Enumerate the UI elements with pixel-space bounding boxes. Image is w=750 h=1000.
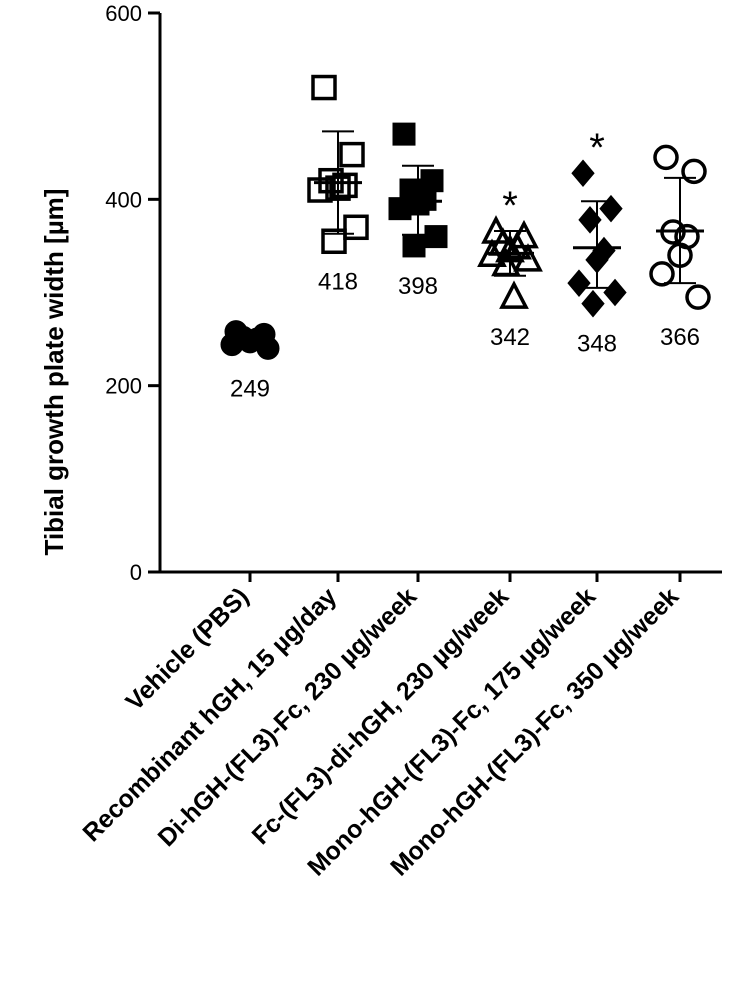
data-point	[332, 172, 358, 199]
data-point	[499, 280, 529, 309]
data-point	[603, 278, 627, 307]
data-point	[307, 177, 333, 203]
data-point	[685, 284, 711, 310]
group-3: 398	[388, 122, 448, 300]
data-point	[571, 159, 595, 188]
y-tick-label: 600	[105, 1, 142, 26]
y-tick-label: 400	[105, 187, 142, 212]
significance-marker: *	[589, 126, 605, 170]
y-tick-label: 0	[130, 560, 142, 585]
significance-marker: *	[502, 184, 518, 228]
mean-value-label: 249	[230, 375, 270, 402]
data-point	[681, 158, 707, 185]
data-point	[513, 243, 543, 272]
mean-value-label: 398	[398, 273, 438, 300]
data-point	[424, 225, 448, 249]
data-point	[392, 122, 416, 146]
data-point	[256, 336, 280, 360]
data-point	[321, 228, 347, 255]
mean-value-label: 418	[318, 268, 358, 295]
data-point	[599, 194, 623, 223]
x-category-labels: Vehicle (PBS)Recombinant hGH, 15 µg/dayD…	[77, 572, 684, 882]
mean-value-label: 342	[490, 324, 530, 351]
group-6: 366	[649, 144, 711, 351]
group-1: 249	[220, 320, 280, 402]
y-axis-title: Tibial growth plate width [µm]	[39, 189, 69, 556]
y-tick-label: 200	[105, 374, 142, 399]
data-point	[491, 247, 521, 277]
x-category-label: Mono-hGH-(FL3)-Fc, 350 µg/week	[385, 582, 684, 881]
data-point	[339, 141, 365, 168]
group-4: 342 *	[477, 184, 543, 351]
group-2: 418	[307, 74, 369, 295]
y-ticks: 0 200 400 600	[105, 1, 160, 585]
data-groups: 249 418 398 342 * 348 * 366	[220, 74, 711, 402]
data-point	[581, 289, 605, 318]
data-point	[220, 333, 244, 357]
data-point	[311, 74, 337, 101]
data-point	[402, 234, 426, 258]
mean-value-label: 348	[577, 331, 617, 358]
data-point	[653, 144, 679, 171]
data-point	[567, 269, 591, 297]
data-point	[649, 261, 675, 287]
group-5: 348 *	[567, 126, 627, 358]
data-point	[343, 214, 369, 241]
data-point	[388, 197, 412, 221]
axes	[158, 13, 722, 574]
mean-value-label: 366	[660, 324, 700, 351]
